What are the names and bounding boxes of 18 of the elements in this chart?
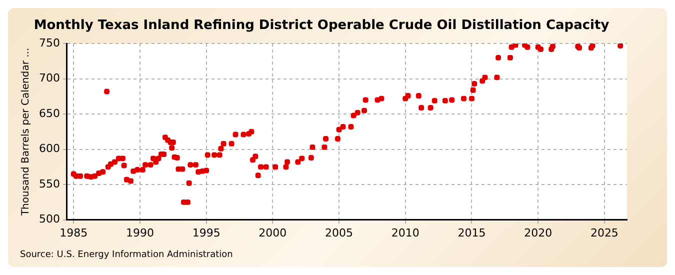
y-tick-label: 650 [38, 106, 60, 120]
y-tick-label: 550 [38, 177, 60, 190]
x-tick-label: 2020 [524, 226, 552, 240]
y-tick-label: 750 [38, 36, 60, 50]
y-tick-label: 700 [38, 72, 60, 85]
x-tick-label: 2015 [458, 226, 486, 240]
y-axis-title: Thousand Barrels per Calendar ... [20, 48, 32, 217]
x-tick-label: 1990 [126, 226, 154, 240]
x-tick-label: 2025 [590, 226, 618, 240]
y-tick-label: 600 [38, 142, 60, 156]
y-tick-label: 500 [38, 212, 60, 226]
x-tick-label: 2000 [258, 226, 287, 240]
x-tick-label: 1985 [60, 226, 88, 240]
source-note: Source: U.S. Energy Information Administration [20, 250, 233, 260]
x-tick-label: 2005 [325, 226, 354, 240]
chart-title: Monthly Texas Inland Refining District Operable Crude Oil Distillation Capacity [34, 18, 610, 34]
x-tick-label: 2010 [391, 226, 420, 240]
x-tick-label: 1995 [192, 226, 220, 240]
